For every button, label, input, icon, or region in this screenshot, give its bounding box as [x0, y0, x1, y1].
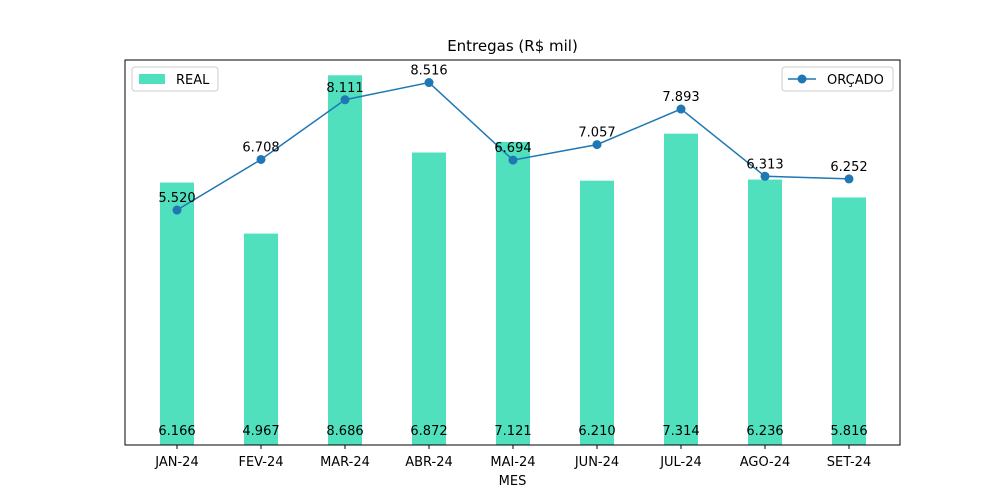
- bar-jun-24: [580, 180, 614, 446]
- bars-layer: [160, 75, 866, 446]
- x-tick-label: FEV-24: [238, 455, 283, 470]
- bar-value-label: 7.314: [662, 424, 699, 439]
- orcado-point-mai-24: [508, 155, 518, 165]
- orcado-value-label: 7.893: [662, 90, 699, 105]
- bar-labels-layer: 6.166 4.967 8.686 6.872 7.121 6.210 7.314 6.236…: [158, 424, 867, 439]
- x-tick-label: AGO-24: [740, 455, 791, 470]
- orcado-point-abr-24: [424, 78, 434, 88]
- orcado-point-mar-24: [340, 95, 350, 105]
- orcado-value-label: 6.708: [242, 140, 279, 155]
- bar-value-label: 7.121: [494, 424, 531, 439]
- chart-title: Entregas (R$ mil): [447, 37, 578, 55]
- orcado-point-fev-24: [256, 154, 266, 164]
- bar-mai-24: [496, 141, 530, 446]
- x-axis-label: MES: [499, 474, 527, 489]
- bar-value-label: 6.166: [158, 424, 195, 439]
- bar-value-label: 6.872: [410, 424, 447, 439]
- x-tick-label: SET-24: [827, 455, 871, 470]
- legend-orcado[interactable]: ORÇADO: [781, 66, 894, 92]
- orcado-value-label: 6.313: [746, 157, 783, 172]
- legend-real-swatch: [139, 74, 165, 84]
- x-tick-label: JAN-24: [154, 455, 198, 470]
- legend-orcado-label: ORÇADO: [827, 73, 884, 88]
- x-tick-label: ABR-24: [405, 455, 453, 470]
- legend-real-box: [131, 66, 219, 92]
- orcado-point-jul-24: [676, 104, 686, 114]
- legend-orcado-box: [781, 66, 894, 92]
- orcado-value-label: 6.252: [830, 160, 867, 175]
- orcado-value-label: 7.057: [578, 126, 615, 141]
- bar-value-label: 6.236: [746, 424, 783, 439]
- orcado-point-jan-24: [172, 205, 182, 215]
- bar-value-label: 4.967: [242, 424, 279, 439]
- orcado-point-set-24: [844, 174, 854, 184]
- orcado-value-label: 5.520: [158, 191, 195, 206]
- bar-jul-24: [664, 133, 698, 445]
- bar-ago-24: [748, 179, 782, 446]
- x-tick-label: JUN-24: [574, 455, 619, 470]
- bar-abr-24: [412, 152, 446, 445]
- bar-fev-24: [244, 233, 278, 445]
- bar-jan-24: [160, 182, 194, 445]
- legend-orcado-marker: [797, 74, 807, 84]
- bar-set-24: [832, 197, 866, 445]
- line-layer: [172, 78, 854, 215]
- bar-mar-24: [328, 75, 362, 445]
- legend-real-label: REAL: [176, 73, 210, 88]
- x-tick-label: JUL-24: [659, 455, 702, 470]
- bar-value-label: 5.816: [830, 424, 867, 439]
- x-axis: JAN-24 FEV-24 MAR-24 ABR-24 MAI-24 JUN-24 JUL-…: [154, 445, 871, 470]
- orcado-value-label: 8.516: [410, 64, 447, 79]
- bar-value-label: 6.210: [578, 424, 615, 439]
- line-labels-layer: 5.520 6.708 8.111 8.516 6.694 7.057 7.893 6.313…: [158, 64, 867, 207]
- orcado-value-label: 6.694: [494, 141, 531, 156]
- x-tick-label: MAI-24: [490, 455, 535, 470]
- x-tick-label: MAR-24: [320, 455, 370, 470]
- legend-real[interactable]: REAL: [131, 66, 219, 92]
- orcado-value-label: 8.111: [326, 81, 363, 96]
- bar-value-label: 8.686: [326, 424, 363, 439]
- orcado-point-jun-24: [592, 140, 602, 150]
- orcado-point-ago-24: [760, 171, 770, 181]
